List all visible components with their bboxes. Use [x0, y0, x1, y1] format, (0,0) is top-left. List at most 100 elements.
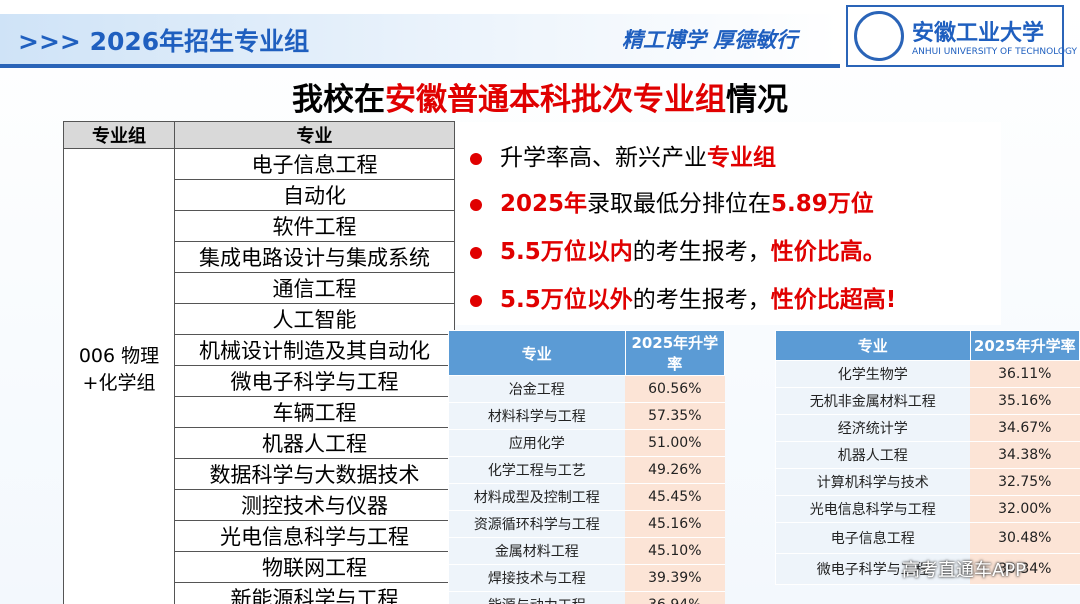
rate-cell: 39.39%: [625, 564, 725, 592]
header-cell: 专业: [775, 330, 971, 361]
major-cell: 数据科学与大数据技术: [174, 458, 455, 490]
header-row: 专业组 专业: [63, 121, 455, 149]
bullet-segment: 升学率高、新兴产业: [500, 145, 707, 171]
bullet: 5.5万位以外的考生报考，性价比超高!: [470, 280, 896, 314]
header-cell: 专业组: [63, 121, 175, 149]
major-cell: 通信工程: [174, 272, 455, 304]
bullet-segment: 5.5万位以外: [500, 287, 633, 313]
university-name: 安徽工业大学: [912, 20, 1045, 46]
major-cell: 计算机科学与技术: [775, 468, 971, 496]
rate-cell: 57.35%: [625, 402, 725, 430]
rate-cell: 34.38%: [970, 441, 1080, 469]
rate-cell: 49.26%: [625, 456, 725, 484]
rate-table: 专业 2025年升学率 冶金工程 60.56% 材料科学与工程 57.35% 应用化学 51.…: [448, 330, 726, 604]
major-cell: 化学生物学: [775, 360, 971, 388]
bullet-segment: 5.5万位以内: [500, 239, 633, 265]
header-row: 专业 2025年升学率: [448, 330, 726, 376]
row: 材料科学与工程 57.35%: [448, 402, 725, 430]
title-segment: 情况: [726, 82, 788, 118]
rate-cell: 34.67%: [970, 414, 1080, 442]
row: 焊接技术与工程 39.39%: [448, 564, 725, 592]
header-cell: 专业: [174, 121, 455, 149]
major-cell: 人工智能: [174, 303, 455, 335]
rate-table: 专业 2025年升学率 化学生物学 36.11% 无机非金属材料工程 35.16% 经济统计…: [775, 330, 1080, 585]
bullet-segment: 的考生报考，: [632, 287, 771, 313]
row: 应用化学 51.00%: [448, 429, 725, 457]
major-cell: 机器人工程: [775, 441, 971, 469]
logo: 安徽工业大学 ANHUI UNIVERSITY OF TECHNOLOGY: [846, 5, 1077, 67]
rate-cell: 30.34%: [970, 553, 1080, 585]
major-cell: 微电子科学与工程: [174, 365, 455, 397]
major-cell: 车辆工程: [174, 396, 455, 428]
emblem: [854, 11, 904, 61]
watermark: 高考直通车APP: [902, 560, 1027, 581]
row: 无机非金属材料工程 35.16%: [775, 387, 1080, 415]
row: 能源与动力工程36.94%: [448, 591, 725, 604]
bullet-segment: 专业组: [707, 145, 776, 171]
row: 测控技术与仪器: [64, 489, 455, 521]
row: 材料成型及控制工程 45.45%: [448, 483, 725, 511]
major-cell: 微电子科学与工程: [775, 553, 971, 585]
major-table: 专业组 专业 006 物理+化学组 电子信息工程 自动化 软件工程 集成电路设计与集成系统通…: [63, 121, 455, 604]
major-cell: 机械设计制造及其自动化: [174, 334, 455, 366]
bullet-panel: 升学率高、新兴产业专业组 2025年录取最低分排位在5.89万位 5.5万位以内的考…: [456, 122, 1001, 325]
row: 电子信息工程 30.48%: [775, 522, 1080, 554]
row: 机器人工程 34.38%: [775, 441, 1080, 469]
header-title: >>> 2026年招生专业组: [18, 22, 309, 58]
rate-cell: 36.94%: [625, 591, 725, 604]
major-cell: 无机非金属材料工程: [775, 387, 971, 415]
row: 微电子科学与工程 30.34%: [775, 553, 1080, 585]
row: 计算机科学与技术 32.75%: [775, 468, 1080, 496]
bullet-segment: 2025年: [500, 191, 588, 217]
arrows: >>>: [18, 27, 81, 56]
rate-cell: 60.56%: [625, 375, 725, 403]
major-cell: 光电信息科学与工程: [174, 520, 455, 552]
major-cell: 软件工程: [174, 210, 455, 242]
major-cell: 集成电路设计与集成系统: [174, 241, 455, 273]
major-cell: 应用化学: [448, 429, 626, 457]
major-cell: 光电信息科学与工程: [775, 495, 971, 523]
major-cell: 资源循环科学与工程: [448, 510, 626, 538]
row: 软件工程: [64, 210, 455, 242]
bullet-dot: [470, 198, 482, 211]
row: 车辆工程: [64, 396, 455, 428]
major-cell: 测控技术与仪器: [174, 489, 455, 521]
major-cell: 电子信息工程: [174, 148, 455, 180]
slogan: 精工博学 厚德敏行: [622, 27, 798, 52]
row: 金属材料工程 45.10%: [448, 537, 725, 565]
row: 新能源科学与工程: [64, 582, 455, 604]
rate-cell: 45.10%: [625, 537, 725, 565]
header-cell: 2025年升学率: [624, 330, 726, 376]
bullet: 2025年录取最低分排位在5.89万位: [470, 184, 874, 218]
bullet-dot: [470, 294, 482, 307]
row: 微电子科学与工程: [64, 365, 455, 397]
rate-cell: 30.48%: [970, 522, 1080, 554]
bullet-segment: 性价比高。: [770, 239, 886, 265]
row: 集成电路设计与集成系统: [64, 241, 455, 273]
major-cell: 金属材料工程: [448, 537, 626, 565]
major-cell: 冶金工程: [448, 375, 626, 403]
row: 光电信息科学与工程: [64, 520, 455, 552]
group-cell: 006 物理+化学组: [63, 148, 175, 604]
bullet-dot: [470, 246, 482, 259]
bullet-segment: 录取最低分排位在: [587, 191, 772, 217]
rate-cell: 51.00%: [625, 429, 725, 457]
rate-cell: 36.11%: [970, 360, 1080, 388]
title: 2026年招生专业组: [89, 27, 310, 56]
header-cell: 2025年升学率: [969, 330, 1080, 361]
major-cell: 电子信息工程: [775, 522, 971, 554]
rate-cell: 35.16%: [970, 387, 1080, 415]
row: 化学工程与工艺 49.26%: [448, 456, 725, 484]
major-cell: 能源与动力工程: [448, 591, 626, 604]
bullet-dot: [470, 152, 482, 165]
major-cell: 经济统计学: [775, 414, 971, 442]
major-cell: 材料成型及控制工程: [448, 483, 626, 511]
row: 冶金工程 60.56%: [448, 375, 725, 403]
bullet-segment: 的考生报考，: [632, 239, 771, 265]
rate-cell: 32.75%: [970, 468, 1080, 496]
bullet: 升学率高、新兴产业专业组: [470, 138, 776, 172]
major-cell: 焊接技术与工程: [448, 564, 626, 592]
title-segment: 安徽普通本科批次专业组: [385, 82, 726, 118]
row: 光电信息科学与工程 32.00%: [775, 495, 1080, 523]
